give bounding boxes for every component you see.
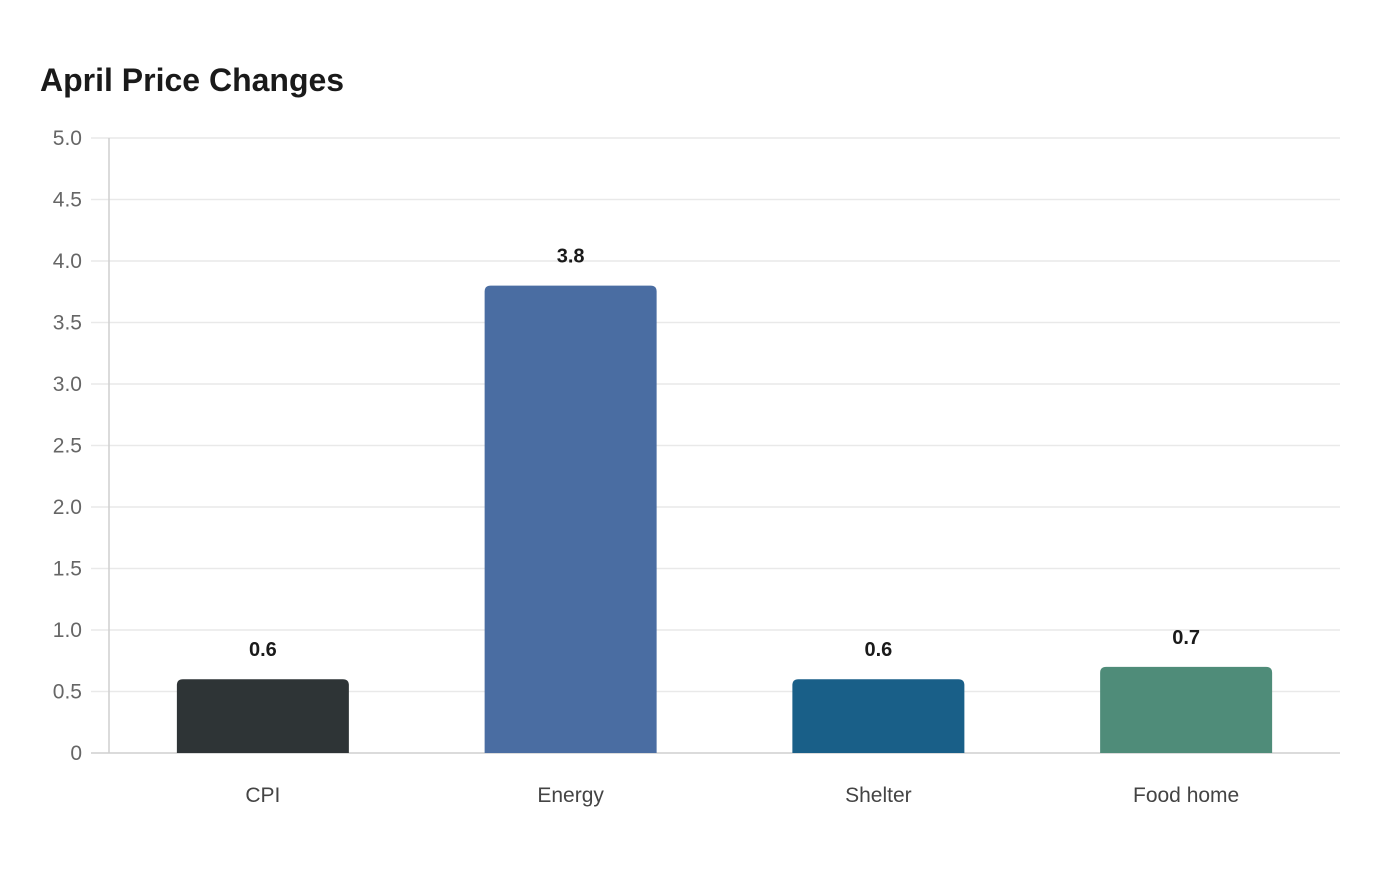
y-tick-label: 0 <box>70 742 82 765</box>
y-tick-label: 3.5 <box>53 312 82 335</box>
y-tick-label: 1.5 <box>53 558 82 581</box>
x-category-label: Energy <box>537 784 604 807</box>
y-tick-label: 4.5 <box>53 189 82 212</box>
bar-food-home <box>1100 666 1273 753</box>
data-label: 0.6 <box>864 639 892 661</box>
x-category-label: CPI <box>245 784 280 807</box>
y-tick-label: 5.0 <box>53 127 82 150</box>
y-tick-label: 2.5 <box>53 435 82 458</box>
data-label: 0.7 <box>1172 627 1200 649</box>
bar-shelter <box>792 679 965 753</box>
y-tick-label: 0.5 <box>53 681 82 704</box>
chart-title: April Price Changes <box>40 62 345 98</box>
data-label: 0.6 <box>249 639 277 661</box>
y-tick-label: 4.0 <box>53 250 82 273</box>
y-tick-label: 3.0 <box>53 373 82 396</box>
y-tick-label: 1.0 <box>53 619 82 642</box>
data-label: 3.8 <box>557 246 585 268</box>
x-category-label: Food home <box>1133 784 1239 807</box>
y-tick-label: 2.0 <box>53 496 82 519</box>
bar-energy <box>484 285 657 753</box>
bar-cpi <box>176 679 349 753</box>
x-category-label: Shelter <box>845 784 912 807</box>
